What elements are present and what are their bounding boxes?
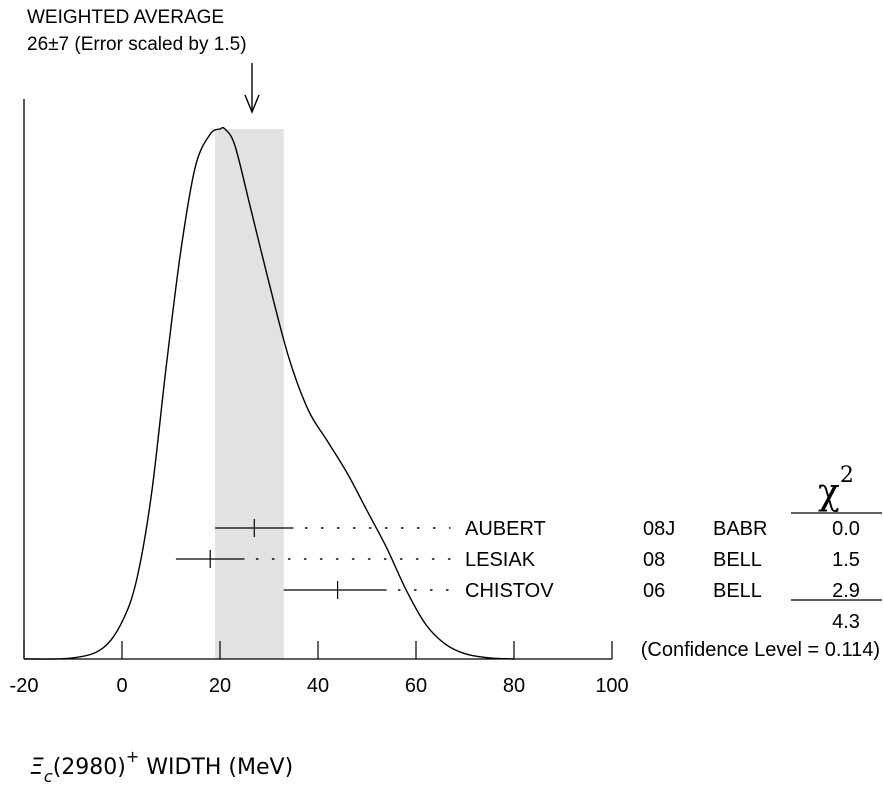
weighted-average-arrow	[244, 63, 260, 114]
experiment-label: BELL	[713, 580, 762, 602]
axes	[23, 99, 612, 660]
chi2-total: 4.3	[832, 611, 860, 633]
x-axis-label: Ξc(2980)+ WIDTH (MeV)	[30, 747, 293, 786]
chi2-value: 1.5	[832, 549, 860, 571]
x-tick-label: -20	[10, 675, 39, 697]
chart-title: WEIGHTED AVERAGE	[27, 7, 224, 28]
error-band	[215, 129, 284, 659]
experiment-label: BABR	[713, 518, 767, 540]
year-label: 08	[643, 549, 665, 571]
measurement-row: LESIAK 08 BELL 1.5	[175, 549, 860, 571]
x-tick-label: 100	[595, 675, 628, 697]
weighted-average-band	[215, 129, 284, 659]
author-label: LESIAK	[465, 549, 536, 571]
chi2-header: χ2	[818, 463, 854, 513]
ideogram-curve	[23, 126, 515, 660]
year-label: 08J	[643, 518, 675, 540]
author-label: AUBERT	[465, 518, 546, 540]
chi2-value: 0.0	[832, 518, 860, 540]
author-label: CHISTOV	[465, 580, 554, 602]
chi2-value: 2.9	[832, 580, 860, 602]
x-tick-label: 20	[209, 675, 231, 697]
x-tick-label: 60	[405, 675, 427, 697]
confidence-level: (Confidence Level = 0.114)	[641, 639, 880, 661]
measurement-row: AUBERT 08J BABR 0.0	[215, 518, 860, 540]
experiment-label: BELL	[713, 549, 762, 571]
year-label: 06	[643, 580, 665, 602]
x-tick-label: 0	[116, 675, 127, 697]
ideogram-curve-path	[23, 126, 515, 660]
x-tick-label: 80	[503, 675, 525, 697]
measurements: AUBERT 08J BABR 0.0 LESIAK 08 BELL 1.5 CHISTOV 06…	[175, 518, 860, 602]
x-axis-ticks: -20 0 20 40 60 80 100	[10, 641, 629, 697]
chart-subtitle: 26±7 (Error scaled by 1.5)	[27, 34, 247, 55]
x-tick-label: 40	[307, 675, 329, 697]
measurement-row: CHISTOV 06 BELL 2.9	[283, 580, 860, 602]
